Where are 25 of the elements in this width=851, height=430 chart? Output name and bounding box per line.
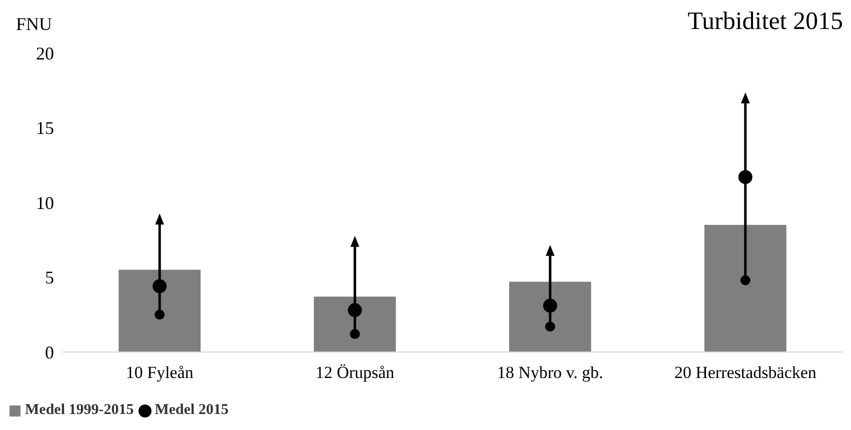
point bbox=[350, 236, 360, 247]
y-tick-label: 5 bbox=[45, 268, 54, 288]
x-tick-label: 20 Herrestadsbäcken bbox=[674, 363, 817, 382]
x-tick-label: 12 Örupsån bbox=[315, 363, 395, 382]
y-tick-label: 15 bbox=[36, 118, 54, 138]
y-axis-title: FNU bbox=[16, 14, 52, 35]
bar bbox=[509, 282, 592, 352]
point bbox=[740, 92, 750, 104]
y-tick-label: 10 bbox=[36, 192, 54, 213]
bar bbox=[704, 224, 786, 352]
y-tick-label: 20 bbox=[36, 43, 54, 64]
y-tick-label: 0 bbox=[45, 342, 54, 362]
point bbox=[348, 303, 362, 318]
chart-title: Turbiditet 2015 bbox=[688, 8, 843, 36]
point bbox=[738, 170, 752, 184]
bar bbox=[118, 270, 201, 352]
point bbox=[543, 298, 558, 313]
x-tick-label: 10 Fyleån bbox=[126, 363, 194, 382]
point bbox=[155, 213, 164, 224]
x-tick-label: 18 Nybro v. gb. bbox=[497, 363, 604, 382]
legend-label: Medel 1999-2015 bbox=[25, 402, 134, 419]
point bbox=[152, 279, 167, 294]
point bbox=[546, 244, 555, 256]
bar bbox=[314, 296, 396, 352]
legend-label: Medel 2015 bbox=[154, 402, 228, 419]
